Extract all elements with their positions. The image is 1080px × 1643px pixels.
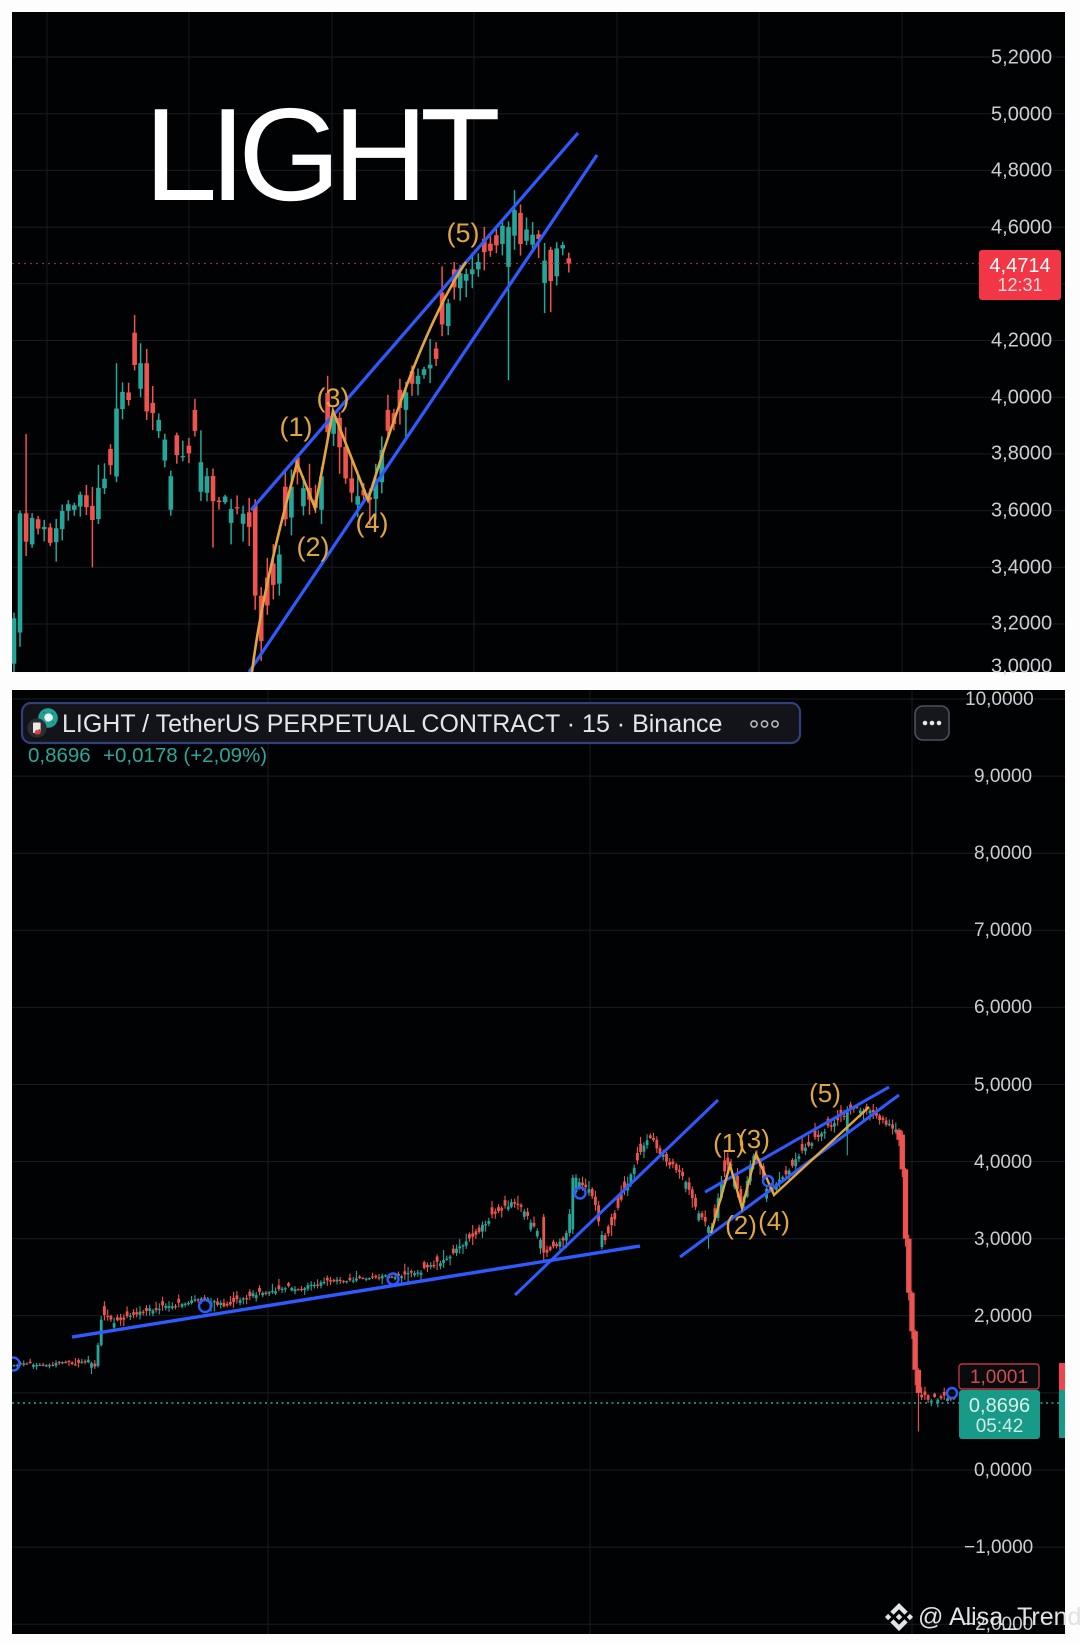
svg-text:6,0000: 6,0000 xyxy=(974,997,1032,1018)
svg-text:LIGHT: LIGHT xyxy=(144,81,498,228)
svg-text:5,0000: 5,0000 xyxy=(974,1075,1032,1096)
svg-text:0,8696: 0,8696 xyxy=(969,1395,1030,1417)
svg-text:(4): (4) xyxy=(758,1206,790,1236)
svg-text:4,2000: 4,2000 xyxy=(991,330,1052,352)
svg-text:3,2000: 3,2000 xyxy=(991,613,1052,635)
svg-text:05:42: 05:42 xyxy=(976,1416,1024,1437)
svg-text:0,0000: 0,0000 xyxy=(974,1460,1032,1481)
svg-text:10,0000: 10,0000 xyxy=(965,689,1034,710)
svg-text:4,6000: 4,6000 xyxy=(991,217,1052,239)
svg-text:4,4714: 4,4714 xyxy=(989,255,1050,277)
svg-text:0,8696: 0,8696 xyxy=(28,744,91,767)
svg-text:(4): (4) xyxy=(356,508,389,538)
svg-text:2,0000: 2,0000 xyxy=(974,1306,1032,1327)
svg-text:−1,0000: −1,0000 xyxy=(964,1537,1033,1558)
svg-text:(2): (2) xyxy=(725,1210,757,1240)
svg-text:+0,0178 (+2,09%): +0,0178 (+2,09%) xyxy=(103,744,267,767)
svg-text:8,0000: 8,0000 xyxy=(974,843,1032,864)
svg-text:5,2000: 5,2000 xyxy=(991,47,1052,69)
svg-text:1,0001: 1,0001 xyxy=(970,1367,1028,1388)
svg-text:4,8000: 4,8000 xyxy=(991,160,1052,182)
svg-text:(1): (1) xyxy=(713,1128,745,1158)
svg-text:LIGHT / TetherUS PERPETUAL CON: LIGHT / TetherUS PERPETUAL CONTRACT · 15… xyxy=(62,710,722,738)
svg-text:(3): (3) xyxy=(317,383,350,413)
svg-text:(5): (5) xyxy=(447,218,480,248)
svg-text:4,0000: 4,0000 xyxy=(991,387,1052,409)
svg-text:3,4000: 3,4000 xyxy=(991,557,1052,579)
svg-text:−2,0000: −2,0000 xyxy=(964,1614,1033,1635)
svg-text:7,0000: 7,0000 xyxy=(974,920,1032,941)
svg-text:3,6000: 3,6000 xyxy=(991,500,1052,522)
svg-text:4,0000: 4,0000 xyxy=(974,1152,1032,1173)
svg-text:(2): (2) xyxy=(297,532,330,562)
svg-text:(1): (1) xyxy=(280,412,313,442)
svg-text:@ Alisa_Trend: @ Alisa_Trend xyxy=(918,1603,1080,1631)
svg-text:5,0000: 5,0000 xyxy=(991,104,1052,126)
svg-text:3,0000: 3,0000 xyxy=(974,1229,1032,1250)
svg-text:3,8000: 3,8000 xyxy=(991,443,1052,465)
svg-text:(5): (5) xyxy=(809,1078,841,1108)
svg-text:(3): (3) xyxy=(738,1124,770,1154)
svg-text:12:31: 12:31 xyxy=(997,275,1042,295)
svg-text:9,0000: 9,0000 xyxy=(974,766,1032,787)
svg-text:3,0000: 3,0000 xyxy=(991,656,1052,678)
